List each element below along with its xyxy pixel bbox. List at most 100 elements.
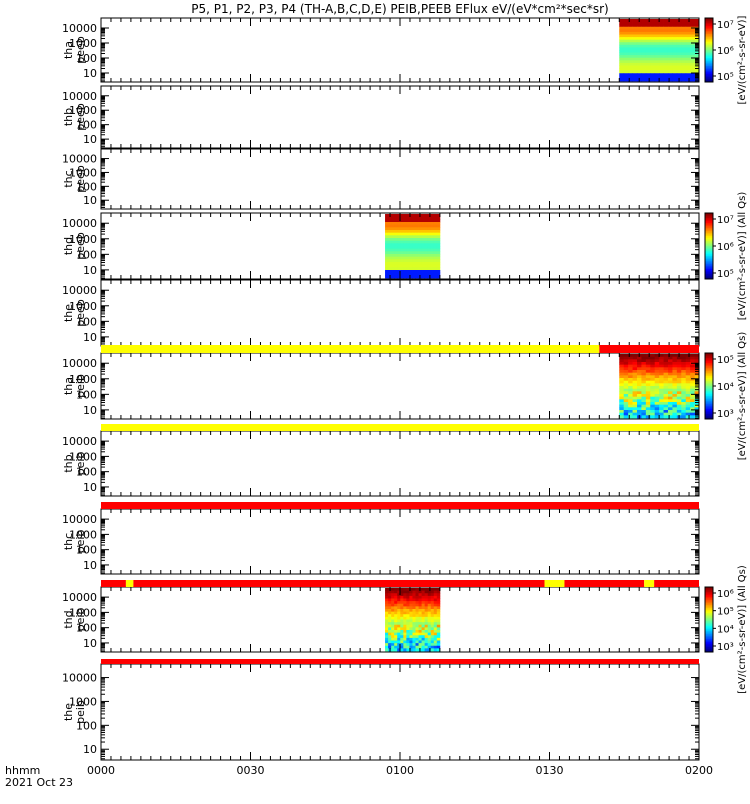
spectrogram-cell bbox=[424, 272, 429, 276]
spectrogram-cell bbox=[619, 415, 625, 419]
spectrogram-cell bbox=[412, 588, 416, 592]
colorbar-step bbox=[705, 645, 713, 648]
spectrogram-cell bbox=[409, 267, 413, 271]
spectrogram-cell bbox=[641, 50, 647, 53]
spectrogram-cell bbox=[659, 37, 664, 41]
spectrogram-cell bbox=[421, 216, 426, 220]
spectrogram-cell bbox=[415, 593, 419, 597]
spectrogram-cell bbox=[654, 380, 660, 384]
status-bar-segment bbox=[133, 580, 545, 587]
spectrogram-cell bbox=[436, 267, 441, 271]
spectrogram-cell bbox=[421, 214, 426, 218]
spectrogram-cell bbox=[427, 254, 432, 258]
colorbar-step bbox=[705, 395, 713, 399]
spectrogram-cell bbox=[654, 78, 660, 82]
status-bar-segment bbox=[101, 502, 699, 509]
spectrogram-cell bbox=[397, 648, 401, 652]
spectrogram-cell bbox=[418, 270, 422, 274]
spectrogram-cell bbox=[650, 42, 656, 46]
spectrogram-cell bbox=[397, 248, 401, 252]
spectrogram-cell bbox=[632, 412, 638, 416]
spectrogram-cell bbox=[406, 272, 410, 276]
spectrogram-cell bbox=[424, 270, 429, 274]
spectrogram-cell bbox=[628, 78, 633, 82]
spectrogram-cell bbox=[406, 603, 410, 607]
spectrogram-cell bbox=[421, 603, 426, 607]
colorbar-step bbox=[705, 37, 713, 40]
spectrogram-cell bbox=[659, 21, 664, 25]
spectrogram-cell bbox=[676, 364, 682, 368]
colorbar-step bbox=[705, 221, 713, 224]
spectrogram-cell bbox=[385, 590, 389, 594]
spectrogram-cell bbox=[418, 614, 422, 618]
spectrogram-cell bbox=[659, 407, 664, 411]
spectrogram-cell bbox=[424, 643, 429, 647]
spectrogram-cell bbox=[403, 624, 407, 628]
spectrogram-cell bbox=[424, 230, 429, 234]
spectrogram-cell bbox=[632, 386, 638, 390]
spectrogram-cell bbox=[667, 57, 673, 61]
spectrogram-cell bbox=[690, 60, 695, 64]
colorbar-step bbox=[705, 382, 713, 385]
spectrogram-cell bbox=[619, 37, 625, 41]
spectrogram-cell bbox=[690, 412, 695, 416]
spectrogram-cell bbox=[623, 47, 629, 51]
spectrogram-cell bbox=[636, 31, 642, 35]
spectrogram-cell bbox=[663, 50, 669, 53]
spectrogram-cell bbox=[418, 609, 422, 613]
spectrogram-cell bbox=[385, 238, 389, 242]
spectrogram-cell bbox=[690, 37, 695, 41]
spectrogram-cell bbox=[421, 632, 426, 636]
spectrogram-cell bbox=[632, 55, 638, 59]
spectrogram-cell bbox=[676, 380, 682, 384]
colorbar-unit-label: [eV/(cm²-s-sr-eV)] bbox=[737, 15, 748, 104]
spectrogram-cell bbox=[391, 622, 395, 626]
spectrogram-cell bbox=[663, 21, 669, 25]
spectrogram-cell bbox=[424, 635, 429, 639]
panel-probe-label: thc bbox=[62, 170, 75, 187]
y-tick-label: 100 bbox=[76, 248, 97, 261]
spectrogram-cell bbox=[427, 219, 432, 223]
spectrogram-cell bbox=[424, 227, 429, 231]
spectrogram-cell bbox=[654, 402, 660, 406]
spectrogram-cell bbox=[654, 31, 660, 35]
y-tick-label: 100 bbox=[76, 544, 97, 557]
spectrogram-cell bbox=[619, 52, 625, 56]
spectrogram-cell bbox=[421, 598, 426, 602]
colorbar-step bbox=[705, 45, 713, 48]
spectrogram-cell bbox=[632, 394, 638, 398]
y-tick-label: 10 bbox=[83, 194, 97, 207]
spectrogram-cell bbox=[628, 24, 633, 28]
spectrogram-cell bbox=[628, 391, 633, 395]
spectrogram-cell bbox=[415, 611, 419, 615]
spectrogram-cell bbox=[681, 402, 687, 406]
spectrogram-cell bbox=[385, 614, 389, 618]
spectrogram-cell bbox=[424, 246, 429, 250]
spectrogram-cell bbox=[400, 616, 404, 620]
spectrogram-cell bbox=[433, 603, 438, 607]
spectrogram-cell bbox=[403, 232, 407, 236]
spectrogram-cell bbox=[424, 240, 429, 244]
spectrogram-cell bbox=[663, 399, 669, 403]
spectrogram-cell bbox=[659, 47, 664, 51]
spectrogram-cell bbox=[672, 62, 678, 66]
colorbar-step bbox=[705, 601, 713, 604]
y-tick-label: 100 bbox=[76, 466, 97, 479]
spectrogram-cell bbox=[685, 375, 691, 379]
spectrogram-cell bbox=[400, 622, 404, 626]
spectrogram-cell bbox=[388, 603, 392, 607]
spectrogram-cell bbox=[421, 254, 426, 258]
spectrogram-cell bbox=[654, 57, 660, 61]
spectrogram-cell bbox=[619, 410, 625, 414]
spectrogram-cell bbox=[676, 68, 682, 72]
spectrogram-cell bbox=[672, 372, 678, 376]
spectrogram-cell bbox=[421, 627, 426, 631]
spectrogram-cell bbox=[632, 404, 638, 408]
spectrogram-cell bbox=[690, 396, 695, 400]
spectrogram-cell bbox=[391, 262, 395, 266]
spectrogram-cell bbox=[619, 19, 625, 22]
spectrogram-cell bbox=[650, 410, 656, 414]
spectrogram-cell bbox=[628, 364, 633, 368]
spectrogram-cell bbox=[654, 410, 660, 414]
